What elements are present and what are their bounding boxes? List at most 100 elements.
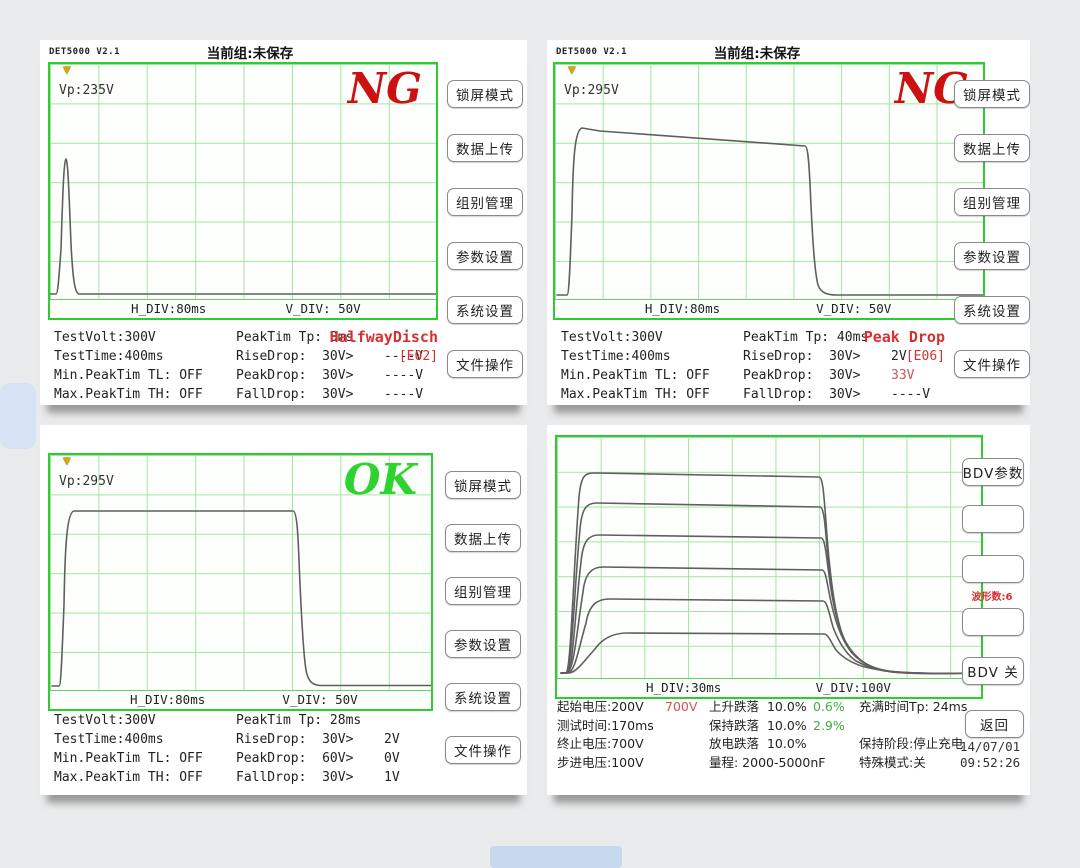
panel-bottom-left: ▼ Vp:295V OK H_DIV:80ms V_DIV: 50V 锁屏模式 … [40, 425, 527, 795]
file-operation-button[interactable]: 文件操作 [445, 736, 521, 764]
h-div-label: H_DIV:80ms [644, 301, 721, 316]
blank-button-3[interactable] [962, 608, 1024, 636]
oscilloscope-grid: ▼ Vp:295V NG [555, 64, 983, 300]
div-scale-row: H_DIV:30ms V_DIV:100V [557, 678, 981, 697]
waveform-display: ▼ Vp:235V NG H_DIV:80ms V_DIV: 50V [48, 62, 438, 320]
data-upload-button[interactable]: 数据上传 [954, 134, 1030, 162]
param-row: TestVolt:300V PeakTim Tp: 28ms [54, 713, 362, 728]
div-scale-row: H_DIV:80ms V_DIV: 50V [555, 299, 983, 318]
current-group-label: 当前组:未保存 [206, 46, 294, 62]
param-setting-button[interactable]: 参数设置 [447, 242, 523, 270]
file-operation-button[interactable]: 文件操作 [954, 350, 1030, 378]
group-manage-button[interactable]: 组别管理 [954, 188, 1030, 216]
side-menu: 锁屏模式 数据上传 组别管理 参数设置 系统设置 文件操作 [954, 80, 1030, 378]
lock-screen-button[interactable]: 锁屏模式 [445, 471, 521, 499]
h-div-label: H_DIV:30ms [646, 680, 722, 695]
group-manage-button[interactable]: 组别管理 [445, 577, 521, 605]
bdv-waveform-traces [560, 472, 981, 675]
test-parameters: TestVolt:300V PeakTim Tp: 28ms TestTime:4… [54, 711, 514, 787]
blank-button-2[interactable] [962, 555, 1024, 583]
side-menu: 锁屏模式 数据上传 组别管理 参数设置 系统设置 文件操作 [447, 80, 523, 378]
test-parameters: TestVolt:300V PeakTim Tp: 0ms TestTime:40… [54, 328, 514, 404]
panel-top-right: DET5000 V2.1 当前组:未保存 ▼ Vp:295V NG H_DIV:… [547, 40, 1030, 405]
device-title: DET5000 V2.1 [556, 47, 628, 57]
param-row: Max.PeakTim TH: OFF FallDrop: 30V> 1V [54, 770, 400, 785]
time-label: 09:52:26 [960, 755, 1021, 770]
param-row: Min.PeakTim TL: OFF PeakDrop: 60V> 0V [54, 751, 400, 766]
error-readout: Peak Drop [E06] [797, 328, 945, 366]
param-row: TestTime:400ms RiseDrop: 30V> 2V [54, 732, 400, 747]
error-code: [E06] [905, 349, 945, 364]
param-row: 终止电压:700V 放电跌落 10.0% 保持阶段:停止充电 [557, 736, 964, 751]
status-badge: OK [343, 455, 417, 504]
status-badge: NG [347, 64, 422, 113]
test-parameters: TestVolt:300V PeakTim Tp: 40ms TestTime:4… [561, 328, 1021, 404]
v-div-label: V_DIV: 50V [285, 301, 361, 316]
lock-screen-button[interactable]: 锁屏模式 [447, 80, 523, 108]
bdv-param-button[interactable]: BDV参数 [962, 458, 1024, 486]
datetime-readout: 14/07/01 09:52:26 [960, 739, 1020, 771]
param-row: Max.PeakTim TH: OFF FallDrop: 30V> ----V [561, 387, 931, 402]
panel-top-left: DET5000 V2.1 当前组:未保存 ▼ Vp:235V NG H_DIV:… [40, 40, 527, 405]
waveform-trace [51, 510, 431, 687]
param-row: TestTime:400ms RiseDrop: 30V> 2V [561, 349, 907, 364]
param-row: 起始电压:200V 700V 上升跌落 10.0% 0.6% 充满时间Tp: 24ms [557, 699, 968, 714]
lock-screen-button[interactable]: 锁屏模式 [954, 80, 1030, 108]
waveform-display: ▼ Vp:295V OK H_DIV:80ms V_DIV: 50V [48, 453, 433, 711]
h-div-label: H_DIV:80ms [131, 301, 207, 316]
waveform-display: ▼ Vp:295V NG H_DIV:80ms V_DIV: 50V [553, 62, 985, 320]
v-div-label: V_DIV:100V [815, 680, 891, 695]
oscilloscope-grid [557, 437, 981, 679]
param-row: Min.PeakTim TL: OFF PeakDrop: 30V> ----V [54, 368, 424, 383]
div-scale-row: H_DIV:80ms V_DIV: 50V [50, 690, 431, 709]
v-div-label: V_DIV: 50V [282, 692, 358, 707]
param-setting-button[interactable]: 参数设置 [445, 630, 521, 658]
file-operation-button[interactable]: 文件操作 [447, 350, 523, 378]
bdv-parameters: 起始电压:200V 700V 上升跌落 10.0% 0.6% 充满时间Tp: 24ms … [557, 698, 1027, 772]
param-row: TestVolt:300V PeakTim Tp: 0ms [54, 330, 354, 345]
trigger-marker-icon: ▼ [63, 65, 71, 76]
data-upload-button[interactable]: 数据上传 [447, 134, 523, 162]
wave-count-label: 波形数:6 [971, 592, 1013, 603]
error-name: HalfwayDisch [329, 328, 438, 346]
data-upload-button[interactable]: 数据上传 [445, 524, 521, 552]
date-label: 14/07/01 [960, 739, 1021, 754]
vp-readout: Vp:295V [59, 474, 114, 489]
trigger-marker-icon: ▼ [63, 456, 71, 467]
h-div-label: H_DIV:80ms [130, 692, 206, 707]
div-scale-row: H_DIV:80ms V_DIV: 50V [50, 299, 436, 318]
error-code: [E02] [398, 349, 438, 364]
param-row: TestTime:400ms RiseDrop: 30V> ----V [54, 349, 424, 364]
v-div-label: V_DIV: 50V [816, 301, 892, 316]
waveform-trace [556, 127, 983, 296]
param-row: 步进电压:100V 量程: 2000-5000nF 特殊模式:关 [557, 754, 926, 770]
device-title: DET5000 V2.1 [49, 47, 121, 57]
trigger-marker-icon: ▼ [568, 65, 576, 76]
param-row: 测试时间:170ms 保持跌落 10.0% 2.9% [557, 717, 845, 733]
oscilloscope-grid: ▼ Vp:235V NG [50, 64, 436, 300]
watermark-shape [0, 383, 36, 449]
group-manage-button[interactable]: 组别管理 [447, 188, 523, 216]
waveform-display: H_DIV:30ms V_DIV:100V [555, 435, 983, 699]
param-row: TestVolt:300V PeakTim Tp: 40ms [561, 330, 869, 345]
panel-bottom-right: H_DIV:30ms V_DIV:100V BDV参数 波形数:6 BDV 关 … [547, 425, 1030, 795]
back-button[interactable]: 返回 [965, 710, 1024, 738]
vp-readout: Vp:295V [564, 83, 619, 98]
bdv-off-button[interactable]: BDV 关 [962, 657, 1024, 685]
error-name: Peak Drop [863, 328, 945, 346]
param-row: Min.PeakTim TL: OFF PeakDrop: 30V> 33V [561, 368, 915, 383]
param-row: Max.PeakTim TH: OFF FallDrop: 30V> ----V [54, 387, 424, 402]
param-setting-button[interactable]: 参数设置 [954, 242, 1030, 270]
oscilloscope-grid: ▼ Vp:295V OK [50, 455, 431, 691]
blank-button-1[interactable] [962, 505, 1024, 533]
system-setting-button[interactable]: 系统设置 [954, 296, 1030, 324]
system-setting-button[interactable]: 系统设置 [445, 683, 521, 711]
side-menu: 锁屏模式 数据上传 组别管理 参数设置 系统设置 文件操作 [445, 471, 521, 764]
waveform-trace [50, 158, 436, 295]
watermark-shape [490, 846, 622, 868]
vp-readout: Vp:235V [59, 83, 114, 98]
error-readout: HalfwayDisch [E02] [290, 328, 438, 366]
system-setting-button[interactable]: 系统设置 [447, 296, 523, 324]
current-group-label: 当前组:未保存 [713, 46, 801, 62]
